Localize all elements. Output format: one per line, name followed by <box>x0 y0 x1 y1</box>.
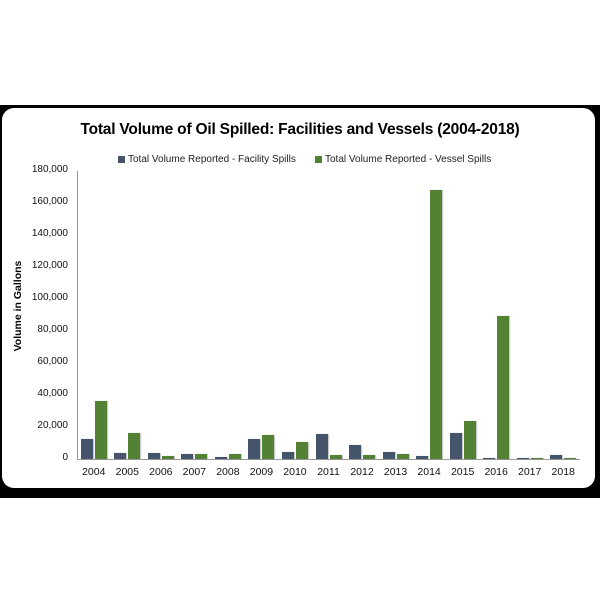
bar-vessel <box>161 455 174 459</box>
y-tick-label: 180,000 <box>31 164 68 175</box>
legend-item-facility: Total Volume Reported - Facility Spills <box>118 154 296 165</box>
bar-facility <box>114 452 127 459</box>
bar-vessel <box>564 458 577 459</box>
y-tick-label: 80,000 <box>37 324 68 335</box>
bar-facility <box>416 455 429 459</box>
legend-swatch-vessel <box>315 156 322 163</box>
bar-vessel <box>530 458 543 459</box>
legend-swatch-facility <box>118 156 125 163</box>
x-tick-label: 2010 <box>283 466 307 478</box>
legend-item-vessel: Total Volume Reported - Vessel Spills <box>315 154 491 165</box>
y-axis-line <box>77 171 78 459</box>
bar-vessel <box>94 400 107 459</box>
x-tick-label: 2004 <box>82 466 106 478</box>
bar-facility <box>483 457 496 459</box>
y-tick-label: 100,000 <box>31 292 68 303</box>
bar-facility <box>550 455 563 459</box>
bar-facility <box>147 453 160 459</box>
x-tick-label: 2014 <box>417 466 441 478</box>
y-tick-label: 20,000 <box>37 420 68 431</box>
bar-facility <box>449 433 462 459</box>
x-tick-label: 2017 <box>518 466 542 478</box>
bar-vessel <box>329 454 342 459</box>
chart-title: Total Volume of Oil Spilled: Facilities … <box>80 121 520 138</box>
x-tick-label: 2018 <box>551 466 575 478</box>
x-tick-label: 2013 <box>383 466 408 478</box>
bar-facility <box>80 439 93 459</box>
bar-vessel <box>262 435 275 459</box>
bar-facility <box>349 444 362 459</box>
bar-vessel <box>295 442 308 459</box>
x-tick-label: 2009 <box>249 466 274 478</box>
y-tick-label: 140,000 <box>31 228 68 239</box>
x-tick-label: 2015 <box>450 466 475 478</box>
bar-vessel <box>228 453 241 459</box>
y-tick-label: 160,000 <box>31 196 68 207</box>
y-tick-label: 120,000 <box>31 260 68 271</box>
y-tick-label: 0 <box>62 452 68 463</box>
bar-vessel <box>363 454 376 459</box>
x-tick-label: 2005 <box>115 466 139 478</box>
bar-vessel <box>128 432 141 459</box>
bar-facility <box>382 452 395 459</box>
bar-vessel <box>463 421 476 459</box>
x-axis-line <box>77 459 580 460</box>
bar-facility <box>516 457 529 459</box>
x-tick-label: 2006 <box>149 466 173 478</box>
bar-facility <box>214 457 227 459</box>
bar-vessel <box>497 315 510 459</box>
x-tick-label: 2016 <box>484 466 508 478</box>
y-axis-label: Volume in Gallons <box>12 260 24 352</box>
bar-vessel <box>195 454 208 459</box>
bar-vessel <box>430 190 443 459</box>
x-tick-label: 2008 <box>216 466 240 478</box>
legend-label-vessel: Total Volume Reported - Vessel Spills <box>325 154 492 165</box>
bar-facility <box>248 439 261 459</box>
bar-facility <box>281 452 294 459</box>
x-tick-label: 2007 <box>182 466 207 478</box>
legend: Total Volume Reported - Facility Spills … <box>0 154 600 168</box>
bar-vessel <box>396 453 409 459</box>
legend-label-facility: Total Volume Reported - Facility Spills <box>128 154 296 165</box>
x-tick-label: 2011 <box>317 466 340 478</box>
bar-facility <box>315 434 328 459</box>
x-tick-label: 2012 <box>350 466 374 478</box>
bar-facility <box>181 454 194 459</box>
y-tick-label: 60,000 <box>37 356 68 367</box>
y-tick-label: 40,000 <box>37 388 68 399</box>
